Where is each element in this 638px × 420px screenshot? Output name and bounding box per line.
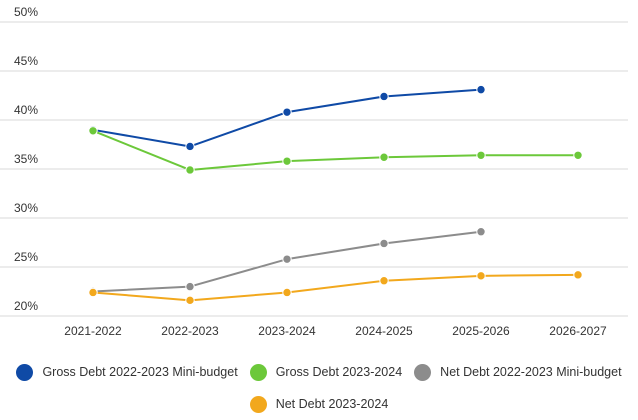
series-0 — [88, 84, 486, 152]
data-point — [282, 287, 292, 298]
line-chart: 20% 25% 30% 35% 40% 45% 50% 2021-2022 2022-2023… — [0, 5, 628, 338]
legend-row-2: Net Debt 2023-2024 — [0, 388, 638, 420]
data-point — [282, 107, 292, 117]
y-axis-ticks: 20% 25% 30% 35% 40% 45% 50% — [14, 5, 38, 313]
legend-item-net-debt-mini-budget[interactable]: Net Debt 2022-2023 Mini-budget — [414, 363, 622, 381]
legend-marker-icon — [249, 363, 267, 381]
data-point — [185, 281, 195, 292]
data-point — [476, 84, 486, 95]
data-point — [573, 270, 583, 280]
x-tick-label: 2022-2023 — [161, 324, 219, 338]
gridlines — [0, 21, 628, 317]
series-3 — [88, 270, 583, 306]
legend-item-net-debt-2023-2024[interactable]: Net Debt 2023-2024 — [249, 395, 389, 413]
y-tick-label: 40% — [14, 103, 38, 117]
data-point — [379, 238, 389, 249]
legend-label: Net Debt 2022-2023 Mini-budget — [440, 365, 622, 379]
y-tick-label: 20% — [14, 299, 38, 313]
series-1 — [88, 126, 583, 175]
legend-row-1: Gross Debt 2022-2023 Mini-budget Gross D… — [0, 356, 638, 388]
data-point — [476, 271, 486, 281]
data-point — [282, 254, 292, 264]
legend-label: Net Debt 2023-2024 — [275, 397, 389, 411]
legend-label: Gross Debt 2023-2024 — [275, 365, 403, 379]
x-tick-label: 2025-2026 — [452, 324, 510, 338]
data-point — [476, 150, 486, 160]
legend: Gross Debt 2022-2023 Mini-budget Gross D… — [0, 356, 638, 420]
y-tick-label: 35% — [14, 152, 38, 166]
data-point — [185, 141, 195, 152]
data-point — [88, 287, 98, 298]
data-point — [476, 227, 486, 237]
y-tick-label: 30% — [14, 201, 38, 215]
data-point — [88, 126, 98, 136]
x-tick-label: 2026-2027 — [549, 324, 607, 338]
data-point — [379, 276, 389, 286]
legend-marker-icon — [16, 363, 34, 381]
x-tick-label: 2021-2022 — [64, 324, 122, 338]
data-point — [185, 295, 195, 306]
legend-label: Gross Debt 2022-2023 Mini-budget — [42, 365, 238, 379]
x-axis-ticks: 2021-2022 2022-2023 2023-2024 2024-2025 2025… — [64, 324, 607, 338]
series-lines — [88, 84, 583, 306]
series-line — [92, 88, 482, 148]
y-tick-label: 45% — [14, 54, 38, 68]
series-line — [92, 273, 579, 302]
y-tick-label: 50% — [14, 5, 38, 19]
data-point — [573, 150, 583, 160]
x-tick-label: 2023-2024 — [258, 324, 316, 338]
series-line — [92, 129, 579, 171]
legend-marker-icon — [414, 363, 432, 381]
legend-marker-icon — [249, 395, 267, 413]
data-point — [379, 152, 389, 162]
legend-item-gross-debt-2023-2024[interactable]: Gross Debt 2023-2024 — [249, 363, 403, 381]
data-point — [379, 91, 389, 102]
y-tick-label: 25% — [14, 250, 38, 264]
series-2 — [88, 227, 486, 297]
data-point — [282, 156, 292, 166]
legend-item-gross-debt-mini-budget[interactable]: Gross Debt 2022-2023 Mini-budget — [16, 363, 238, 381]
x-tick-label: 2024-2025 — [355, 324, 413, 338]
data-point — [185, 165, 195, 175]
